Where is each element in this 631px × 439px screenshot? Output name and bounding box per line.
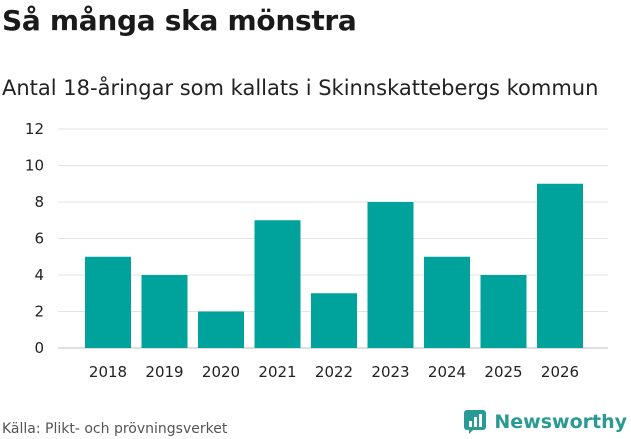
bar-2025 [480,275,527,348]
brand-name: Newsworthy [494,411,627,433]
bar-2023 [367,202,414,348]
x-tick-label: 2026 [541,363,579,381]
y-tick-label: 6 [34,230,44,248]
x-tick-label: 2021 [258,363,296,381]
bars [85,183,583,348]
bar-2026 [537,183,583,348]
bar-2024 [424,256,470,348]
y-tick-label: 4 [34,266,44,284]
chart-subtitle: Antal 18-åringar som kallats i Skinnskat… [2,76,599,100]
y-tick-label: 8 [34,193,44,211]
source-note: Källa: Plikt- och prövningsverket [2,421,228,437]
x-axis-ticks: 2018 2019 2020 2021 2022 2023 2024 2025 2026 [89,363,579,381]
bar-2019 [141,275,188,348]
y-tick-label: 0 [34,339,44,357]
y-axis-ticks: 0 2 4 6 8 10 12 [25,120,44,357]
x-tick-label: 2018 [89,363,127,381]
x-tick-label: 2024 [428,363,466,381]
newsworthy-logo-icon [464,410,487,434]
bar-2020 [198,311,244,348]
y-tick-label: 10 [25,157,44,175]
x-tick-label: 2022 [315,363,353,381]
chart-title: Så många ska mönstra [2,4,357,37]
bar-2021 [254,220,301,348]
y-tick-label: 2 [34,303,44,321]
x-tick-label: 2019 [145,363,183,381]
x-tick-label: 2025 [484,363,522,381]
y-tick-label: 12 [25,120,44,138]
x-tick-label: 2020 [202,363,240,381]
bar-2022 [311,293,357,348]
bar-2018 [85,256,131,348]
brand-logo: Newsworthy [463,409,627,435]
x-tick-label: 2023 [371,363,409,381]
